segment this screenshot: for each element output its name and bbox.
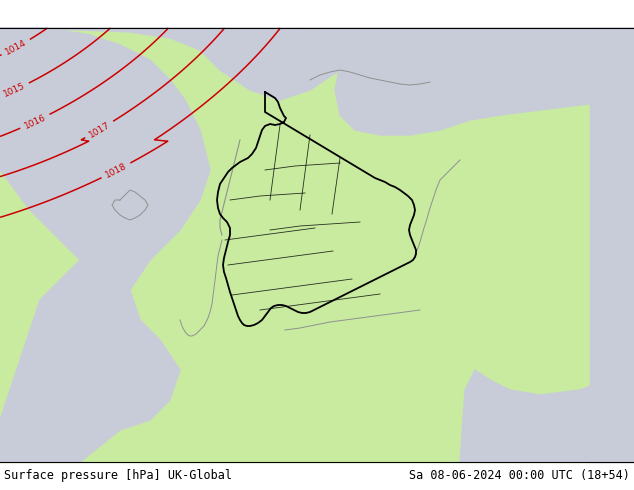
Polygon shape	[0, 28, 350, 100]
Text: 1017: 1017	[87, 120, 112, 139]
Text: 1015: 1015	[2, 81, 27, 99]
Text: Surface pressure [hPa] UK-Global: Surface pressure [hPa] UK-Global	[4, 469, 232, 483]
Text: 1014: 1014	[4, 38, 28, 57]
Bar	[590, 28, 634, 462]
Polygon shape	[300, 28, 634, 135]
Text: 1018: 1018	[104, 161, 128, 180]
Polygon shape	[460, 370, 634, 462]
Polygon shape	[0, 28, 210, 462]
Bar	[0, 28, 634, 462]
Text: Sa 08-06-2024 00:00 UTC (18+54): Sa 08-06-2024 00:00 UTC (18+54)	[409, 469, 630, 483]
Text: 1016: 1016	[23, 113, 48, 130]
